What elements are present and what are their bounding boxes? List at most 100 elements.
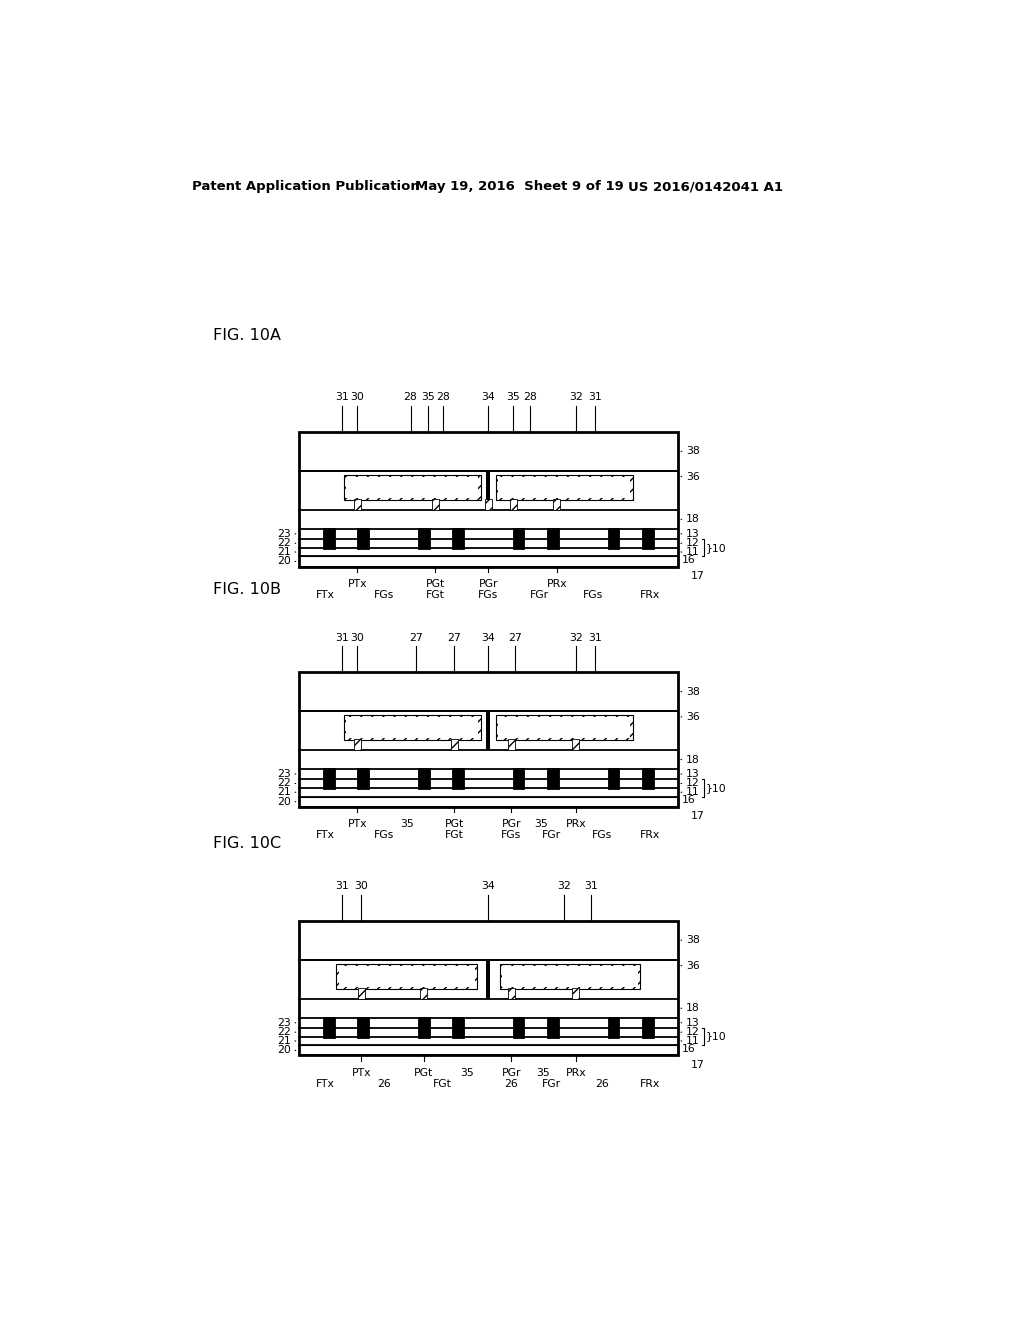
- Bar: [418, 1016, 429, 1038]
- Bar: [615, 557, 650, 566]
- Text: 35: 35: [461, 1068, 474, 1077]
- Text: FGr: FGr: [530, 590, 549, 599]
- Text: 18: 18: [686, 515, 699, 524]
- Bar: [361, 1045, 396, 1056]
- Bar: [496, 715, 633, 741]
- Bar: [299, 960, 678, 999]
- Bar: [499, 477, 631, 498]
- Text: 28: 28: [403, 392, 418, 403]
- Bar: [488, 1045, 523, 1056]
- Bar: [451, 739, 458, 750]
- Bar: [357, 1016, 369, 1038]
- Text: 22: 22: [278, 539, 291, 548]
- Text: 26: 26: [504, 1078, 518, 1089]
- Text: 32: 32: [569, 632, 583, 643]
- Text: 26: 26: [595, 1078, 609, 1089]
- Text: 34: 34: [481, 392, 496, 403]
- Text: 35: 35: [537, 1068, 550, 1077]
- Bar: [299, 779, 678, 788]
- Text: FGs: FGs: [592, 830, 612, 840]
- Text: 34: 34: [481, 882, 496, 891]
- Bar: [642, 768, 653, 789]
- Bar: [354, 499, 360, 510]
- Bar: [299, 788, 678, 797]
- Text: 26: 26: [377, 1078, 391, 1089]
- Text: FTx: FTx: [315, 1078, 335, 1089]
- Text: 38: 38: [686, 936, 699, 945]
- Bar: [453, 528, 464, 549]
- Text: 20: 20: [276, 797, 291, 807]
- Text: PGt: PGt: [444, 818, 464, 829]
- Bar: [513, 1016, 524, 1038]
- Bar: [299, 432, 678, 566]
- Text: 21: 21: [278, 1036, 291, 1045]
- Bar: [339, 966, 475, 987]
- Bar: [425, 557, 460, 566]
- Text: 35: 35: [399, 818, 414, 829]
- Text: 32: 32: [557, 882, 571, 891]
- Text: 16: 16: [682, 1044, 696, 1053]
- Bar: [547, 528, 559, 549]
- Text: US 2016/0142041 A1: US 2016/0142041 A1: [628, 181, 783, 194]
- Bar: [615, 797, 650, 807]
- Bar: [615, 1045, 650, 1056]
- Bar: [299, 557, 678, 566]
- Text: 35: 35: [535, 818, 549, 829]
- Text: 13: 13: [686, 770, 699, 779]
- Text: 20: 20: [276, 1045, 291, 1056]
- Bar: [346, 717, 478, 738]
- Text: 21: 21: [278, 787, 291, 797]
- Bar: [608, 1016, 620, 1038]
- Text: 11: 11: [686, 546, 699, 557]
- Text: 36: 36: [686, 471, 699, 482]
- Bar: [299, 529, 678, 539]
- Text: FGs: FGs: [501, 830, 521, 840]
- Text: PGr: PGr: [478, 579, 498, 589]
- Bar: [299, 548, 678, 557]
- Text: PTx: PTx: [347, 818, 368, 829]
- Text: FGs: FGs: [374, 830, 394, 840]
- Bar: [299, 471, 678, 510]
- Text: FTx: FTx: [315, 590, 335, 599]
- Text: 22: 22: [278, 1027, 291, 1038]
- Bar: [299, 1028, 678, 1036]
- Text: FGt: FGt: [433, 1078, 453, 1089]
- Bar: [642, 1016, 653, 1038]
- Text: FGr: FGr: [542, 830, 560, 840]
- Bar: [508, 739, 515, 750]
- Bar: [486, 711, 490, 750]
- Bar: [572, 739, 580, 750]
- Bar: [547, 768, 559, 789]
- Bar: [418, 528, 429, 549]
- Bar: [357, 987, 365, 999]
- Bar: [500, 964, 640, 989]
- Text: }10: }10: [706, 1032, 726, 1041]
- Bar: [486, 960, 490, 999]
- Bar: [299, 711, 678, 750]
- Bar: [510, 499, 516, 510]
- Text: 23: 23: [278, 770, 291, 779]
- Text: 28: 28: [436, 392, 450, 403]
- Bar: [299, 921, 678, 1056]
- Bar: [344, 715, 481, 741]
- Bar: [547, 1016, 559, 1038]
- Text: 17: 17: [690, 570, 705, 581]
- Text: 13: 13: [686, 1018, 699, 1028]
- Bar: [488, 557, 523, 566]
- Bar: [299, 672, 678, 807]
- Text: 13: 13: [686, 529, 699, 539]
- Bar: [486, 471, 490, 510]
- Bar: [552, 1045, 587, 1056]
- Text: FGs: FGs: [583, 590, 603, 599]
- Text: 38: 38: [686, 686, 699, 697]
- Text: 31: 31: [335, 392, 349, 403]
- Text: 27: 27: [447, 632, 461, 643]
- Text: 28: 28: [523, 392, 537, 403]
- Bar: [453, 1016, 464, 1038]
- Text: 27: 27: [410, 632, 423, 643]
- Bar: [299, 921, 678, 960]
- Bar: [572, 987, 580, 999]
- Text: 23: 23: [278, 529, 291, 539]
- Bar: [337, 964, 477, 989]
- Text: 16: 16: [682, 795, 696, 805]
